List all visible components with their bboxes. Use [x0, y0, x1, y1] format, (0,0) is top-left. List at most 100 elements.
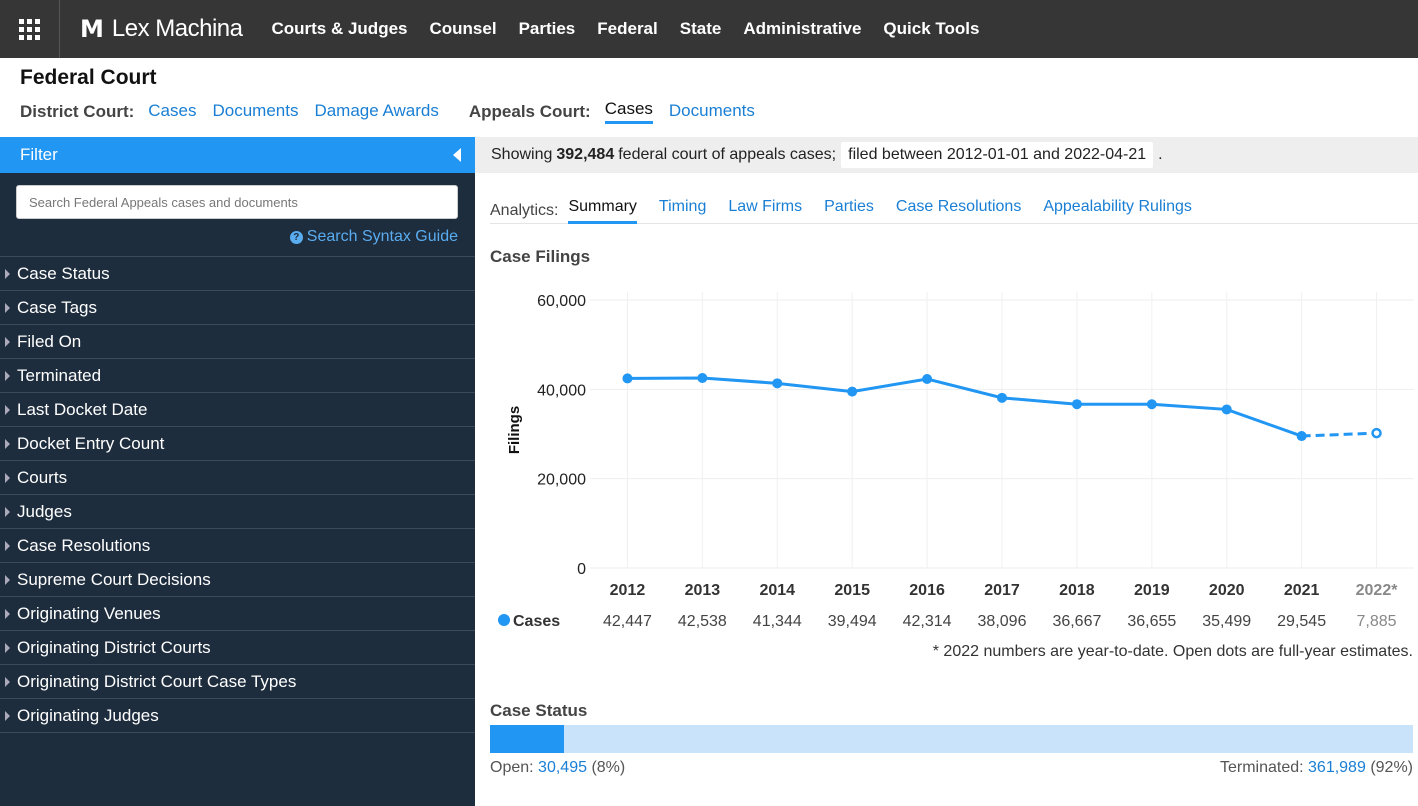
showing-end: . — [1158, 146, 1163, 163]
data-label: 35,499 — [1202, 613, 1251, 630]
collapse-left-icon[interactable] — [453, 148, 461, 162]
tab-timing[interactable]: Timing — [658, 197, 707, 215]
case-status-title: Case Status — [490, 701, 588, 720]
tab-law-firms[interactable]: Law Firms — [728, 197, 803, 215]
filter-item-label: Case Resolutions — [17, 535, 151, 555]
data-label: 42,447 — [603, 613, 652, 630]
expand-arrow-icon — [5, 438, 10, 449]
filter-item-label: Originating Venues — [17, 603, 161, 623]
filter-item[interactable]: Originating Judges — [0, 699, 475, 733]
data-label: 38,096 — [978, 613, 1027, 630]
case-status-bar[interactable] — [490, 725, 1413, 753]
y-tick-label: 0 — [577, 561, 586, 578]
nav-federal[interactable]: Federal — [597, 19, 658, 38]
x-tick-label: 2019 — [1134, 582, 1170, 599]
nav-state[interactable]: State — [679, 19, 722, 38]
nav-parties[interactable]: Parties — [518, 19, 576, 38]
terminated-percent: (92%) — [1370, 759, 1413, 776]
data-point — [622, 373, 633, 384]
result-count: 392,484 — [556, 146, 615, 163]
expand-arrow-icon — [5, 710, 10, 721]
data-point — [922, 373, 933, 384]
district-documents-link[interactable]: Documents — [212, 100, 299, 120]
legend-marker — [498, 614, 510, 626]
apps-grid-button[interactable] — [0, 0, 60, 58]
expand-arrow-icon — [5, 302, 10, 313]
filter-item-label: Terminated — [17, 365, 102, 385]
x-tick-label: 2021 — [1284, 582, 1320, 599]
filter-list: Case Status Case Tags Filed On Terminated La… — [0, 256, 475, 733]
filter-item[interactable]: Originating District Courts — [0, 631, 475, 665]
data-label: 29,545 — [1277, 613, 1326, 630]
filter-item[interactable]: Last Docket Date — [0, 393, 475, 427]
y-axis-label: Filings — [506, 406, 523, 454]
filter-item[interactable]: Docket Entry Count — [0, 427, 475, 461]
open-cases-label: Open: 30,495 (8%) — [490, 759, 625, 777]
brand-logo[interactable]: M Lex Machina — [80, 15, 243, 43]
tab-appealability-rulings[interactable]: Appealability Rulings — [1043, 197, 1192, 215]
data-label: 39,494 — [828, 613, 877, 630]
x-tick-label: 2014 — [759, 582, 795, 599]
tab-case-resolutions[interactable]: Case Resolutions — [895, 197, 1022, 215]
data-point — [1221, 404, 1232, 415]
filter-item[interactable]: Originating District Court Case Types — [0, 665, 475, 699]
filter-item[interactable]: Filed On — [0, 325, 475, 359]
x-tick-label: 2017 — [984, 582, 1020, 599]
filter-item[interactable]: Supreme Court Decisions — [0, 563, 475, 597]
open-percent: (8%) — [591, 759, 626, 776]
expand-arrow-icon — [5, 540, 10, 551]
district-damage-awards-link[interactable]: Damage Awards — [314, 100, 439, 120]
filter-item[interactable]: Originating Venues — [0, 597, 475, 631]
district-cases-link[interactable]: Cases — [148, 100, 197, 120]
expand-arrow-icon — [5, 472, 10, 483]
tab-parties[interactable]: Parties — [824, 197, 874, 215]
data-point — [697, 372, 708, 383]
filter-item[interactable]: Case Resolutions — [0, 529, 475, 563]
expand-arrow-icon — [5, 404, 10, 415]
filter-item-label: Case Status — [17, 263, 110, 283]
filter-item-label: Last Docket Date — [17, 399, 148, 419]
tab-summary[interactable]: Summary — [568, 198, 637, 224]
x-tick-label: 2015 — [834, 582, 870, 599]
data-point — [1296, 431, 1307, 442]
filter-item[interactable]: Terminated — [0, 359, 475, 393]
nav-courts-judges[interactable]: Courts & Judges — [271, 19, 408, 38]
data-label: 42,314 — [903, 613, 952, 630]
case-filings-title: Case Filings — [490, 247, 591, 266]
expand-arrow-icon — [5, 574, 10, 585]
x-tick-label: 2022* — [1356, 582, 1399, 599]
terminated-label: Terminated: — [1219, 759, 1304, 776]
open-cases-fill — [490, 725, 564, 753]
x-tick-label: 2012 — [610, 582, 646, 599]
y-tick-label: 40,000 — [537, 382, 586, 399]
expand-arrow-icon — [5, 506, 10, 517]
search-syntax-guide-link[interactable]: ? Search Syntax Guide — [0, 219, 475, 256]
y-tick-label: 60,000 — [537, 293, 586, 310]
nav-administrative[interactable]: Administrative — [743, 19, 862, 38]
nav-quick-tools[interactable]: Quick Tools — [883, 19, 980, 38]
help-icon: ? — [289, 231, 303, 244]
filter-item[interactable]: Courts — [0, 461, 475, 495]
filter-item[interactable]: Judges — [0, 495, 475, 529]
filter-item[interactable]: Case Tags — [0, 291, 475, 325]
analytics-label: Analytics: — [490, 201, 559, 219]
x-tick-label: 2018 — [1059, 582, 1095, 599]
open-count-link[interactable]: 30,495 — [538, 759, 587, 776]
data-label: 41,344 — [753, 613, 802, 630]
filter-item[interactable]: Case Status — [0, 257, 475, 291]
terminated-count-link[interactable]: 361,989 — [1308, 759, 1366, 776]
filter-item-label: Filed On — [17, 331, 82, 351]
appeals-cases-link[interactable]: Cases — [604, 99, 653, 124]
filter-item-label: Originating District Court Case Types — [17, 671, 297, 691]
search-input[interactable] — [16, 185, 458, 219]
brand-logo-mark: M — [80, 15, 104, 43]
nav-counsel[interactable]: Counsel — [429, 19, 497, 38]
series-line — [627, 376, 1303, 438]
data-label: 36,655 — [1127, 613, 1176, 630]
data-point — [1146, 399, 1157, 410]
filter-header: Filter — [0, 137, 475, 173]
showing-prefix: Showing — [491, 146, 553, 163]
data-point — [847, 386, 858, 397]
appeals-documents-link[interactable]: Documents — [668, 100, 755, 120]
date-filter-chip[interactable]: filed between 2012-01-01 and 2022-04-21 — [841, 142, 1154, 168]
